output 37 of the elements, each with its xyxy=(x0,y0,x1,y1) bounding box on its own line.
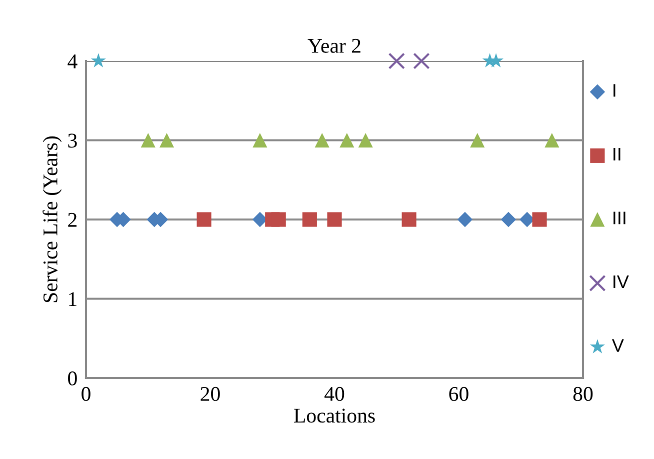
point xyxy=(302,212,317,227)
point xyxy=(358,132,373,148)
y-tick-label: 0 xyxy=(68,371,77,386)
y-tick-label: 2 xyxy=(68,212,77,227)
point xyxy=(327,212,342,227)
point xyxy=(196,212,212,227)
point xyxy=(470,132,485,148)
y-tick-label: 1 xyxy=(69,292,76,306)
x-tick-label: 20 xyxy=(200,386,220,401)
y-axis-title: Service Life (Years) xyxy=(42,136,62,302)
point xyxy=(402,212,416,227)
legend-label: V xyxy=(612,339,624,352)
legend-label: III xyxy=(614,212,626,224)
point xyxy=(388,52,405,70)
x-axis-title: Locations xyxy=(294,408,375,423)
legend-label: I xyxy=(614,84,616,97)
point xyxy=(140,132,156,148)
point xyxy=(314,132,330,148)
y-tick-label: 4 xyxy=(68,54,78,68)
x-tick-label: 80 xyxy=(573,386,593,401)
y-tick-label: 3 xyxy=(68,134,77,148)
point xyxy=(500,212,516,228)
point xyxy=(532,212,547,227)
point xyxy=(159,132,174,148)
legend-label: IV xyxy=(614,276,629,288)
point xyxy=(90,53,106,68)
point xyxy=(544,132,560,148)
x-tick-label: 60 xyxy=(449,386,468,401)
point xyxy=(252,132,268,148)
point xyxy=(413,52,430,70)
point xyxy=(271,212,286,227)
point xyxy=(457,212,473,228)
legend-label: II xyxy=(614,148,620,160)
chart-title: Year 2 xyxy=(308,38,360,53)
x-tick-label: 40 xyxy=(324,386,344,401)
point xyxy=(340,132,354,148)
x-tick-label: 0 xyxy=(82,386,90,401)
